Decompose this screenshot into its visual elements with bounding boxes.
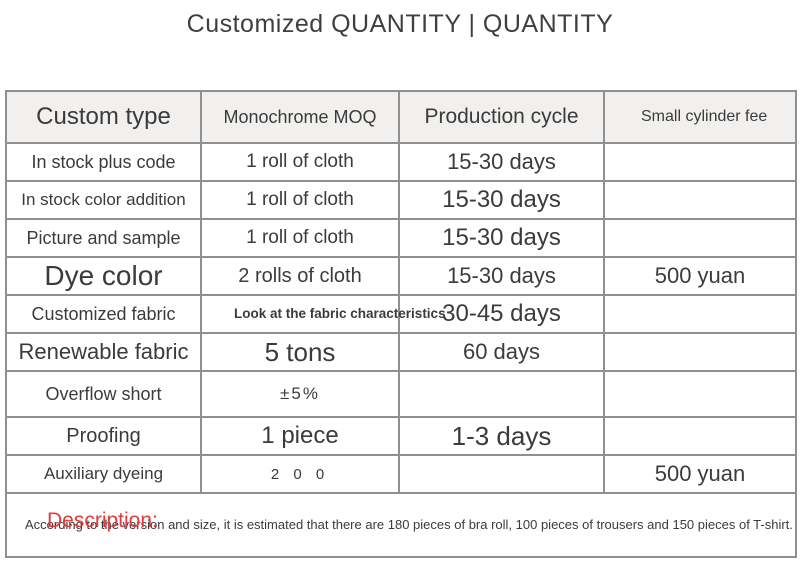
cell-cycle: 1-3 days (398, 416, 605, 456)
fabric-note-text: Look at the fabric characteristics (234, 306, 446, 321)
table-row: Picture and sample 1 roll of cloth 15-30… (5, 218, 797, 258)
cell-fee: 500 yuan (603, 256, 797, 296)
cell-custom-type: In stock plus code (5, 142, 202, 182)
header-small-cylinder-fee-label: Small cylinder fee (641, 107, 768, 125)
table-row: Proofing 1 piece 1-3 days (5, 416, 797, 456)
cell-custom-type: Renewable fabric (5, 332, 202, 372)
cell-cycle: 15-30 days (398, 142, 605, 182)
table-row: Dye color 2 rolls of cloth 15-30 days 50… (5, 256, 797, 296)
cell-moq: 1 roll of cloth (200, 180, 400, 220)
cell-moq: 1 roll of cloth (200, 218, 400, 258)
table-row: Customized fabric Look at the fabric cha… (5, 294, 797, 334)
cell-cycle (398, 370, 605, 418)
cell-custom-type: In stock color addition (5, 180, 202, 220)
table-row: In stock color addition 1 roll of cloth … (5, 180, 797, 220)
cell-fee (603, 416, 797, 456)
cell-fee (603, 370, 797, 418)
cell-moq: 1 piece (200, 416, 400, 456)
cell-cycle: 15-30 days (398, 180, 605, 220)
cell-fee (603, 294, 797, 334)
cell-fee: 500 yuan (603, 454, 797, 494)
moq-table: Custom type Monochrome MOQ Production cy… (5, 90, 797, 558)
cell-cycle: 30-45 days (398, 294, 605, 334)
cell-cycle: 15-30 days (398, 256, 605, 296)
page-title: Customized QUANTITY | QUANTITY (186, 10, 614, 38)
header-production-cycle: Production cycle (398, 90, 605, 144)
cell-custom-type: Customized fabric (5, 294, 202, 334)
cell-moq: 5 tons (200, 332, 400, 372)
header-small-cylinder-fee: Small cylinder fee (603, 90, 797, 144)
cell-moq: 2 0 0 (200, 454, 400, 494)
cell-cycle: 15-30 days (398, 218, 605, 258)
cell-fee (603, 142, 797, 182)
cell-moq: 2 rolls of cloth (200, 256, 400, 296)
cell-custom-type: Dye color (5, 256, 202, 296)
table-row: Renewable fabric 5 tons 60 days (5, 332, 797, 372)
table-row: Auxiliary dyeing 2 0 0 500 yuan (5, 454, 797, 494)
header-custom-type: Custom type (5, 90, 202, 144)
description-text: According to the version and size, it is… (25, 517, 793, 533)
table-row: Overflow short ±5% (5, 370, 797, 418)
header-row: Custom type Monochrome MOQ Production cy… (5, 90, 797, 144)
cell-moq: Look at the fabric characteristics (200, 294, 446, 334)
cell-cycle: 60 days (398, 332, 605, 372)
cell-moq: 1 roll of cloth (200, 142, 400, 182)
cell-moq: ±5% (200, 370, 400, 418)
description-label: Description: (47, 509, 158, 532)
cell-custom-type: Overflow short (5, 370, 202, 418)
cell-cycle (398, 454, 605, 494)
description-row: According to the version and size, it is… (5, 492, 797, 558)
cell-fee (603, 332, 797, 372)
cell-fee (603, 218, 797, 258)
cell-custom-type: Auxiliary dyeing (5, 454, 202, 494)
table-row: In stock plus code 1 roll of cloth 15-30… (5, 142, 797, 182)
cell-fee (603, 180, 797, 220)
header-monochrome-moq: Monochrome MOQ (200, 90, 400, 144)
cell-custom-type: Proofing (5, 416, 202, 456)
description-cell: According to the version and size, it is… (5, 492, 797, 558)
cell-custom-type: Picture and sample (5, 218, 202, 258)
